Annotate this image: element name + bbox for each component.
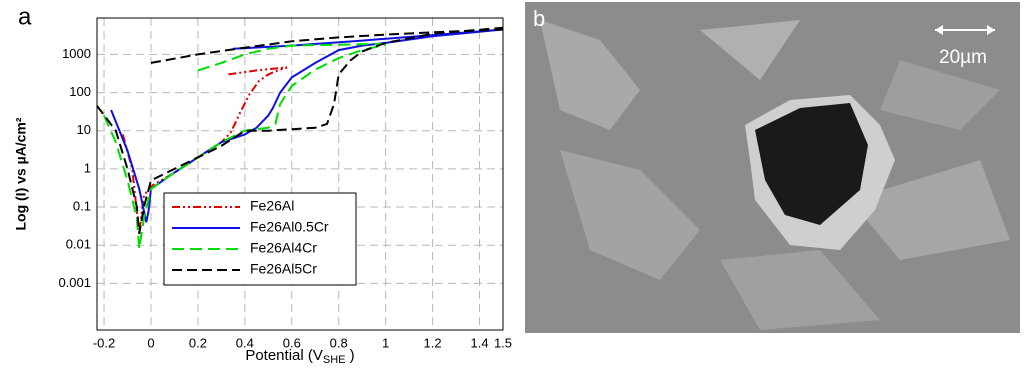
- x-axis-label-text: Potential (V: [245, 347, 323, 364]
- y-tick-label: 0.001: [58, 275, 91, 290]
- y-tick-label: 1000: [62, 46, 91, 61]
- y-tick-label: 10: [77, 122, 91, 137]
- legend-label: Fe26Al0.5Cr: [250, 219, 329, 235]
- x-tick-label: 0.2: [189, 335, 207, 350]
- y-tick-label: 100: [69, 84, 91, 99]
- x-tick-label: 0: [147, 335, 154, 350]
- x-tick-label: 1.4: [470, 335, 488, 350]
- x-tick-label: 0.6: [283, 335, 301, 350]
- x-tick-label: 1.5: [494, 335, 512, 350]
- x-axis-label-end: ): [346, 347, 355, 364]
- legend-label: Fe26Al4Cr: [250, 240, 317, 256]
- panel-label: a: [18, 3, 32, 30]
- y-tick-label: 0.1: [73, 198, 91, 213]
- x-tick-label: -0.2: [93, 335, 115, 350]
- series-line: [110, 28, 504, 223]
- scale-bar-label: 20µm: [939, 47, 987, 68]
- plot-frame: [96, 17, 504, 331]
- panel-label: b: [533, 6, 545, 31]
- y-axis-label: Log (I) vs µA/cm²: [13, 117, 29, 230]
- x-axis-label-sub: SHE: [323, 354, 346, 366]
- series-line: [96, 26, 504, 234]
- x-tick-label: 1.2: [424, 335, 442, 350]
- y-tick-label: 0.01: [66, 237, 91, 252]
- x-tick-label: 0.4: [236, 335, 254, 350]
- y-tick-label: 1: [84, 160, 91, 175]
- legend-label: Fe26Al5Cr: [250, 261, 317, 277]
- x-tick-label: 0.8: [330, 335, 348, 350]
- legend-label: Fe26Al: [250, 198, 294, 214]
- sem-image: 20µm b: [525, 2, 1020, 333]
- x-axis-label: Potential (VSHE ): [245, 347, 354, 366]
- x-tick-label: 1: [382, 335, 389, 350]
